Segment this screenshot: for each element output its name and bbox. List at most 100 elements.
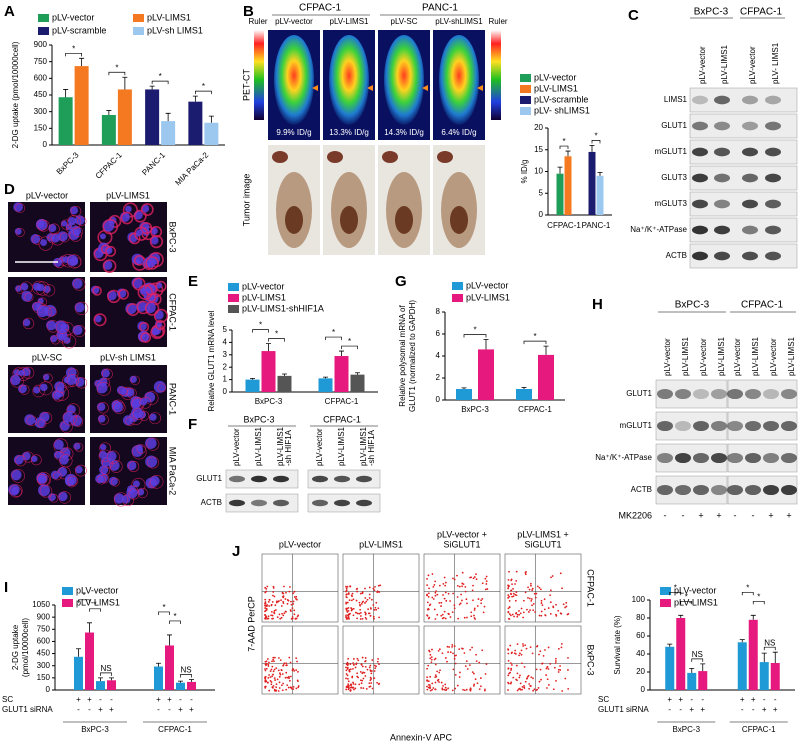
- flow-event: [355, 611, 358, 614]
- condition-sign: +: [189, 705, 194, 714]
- membrane-stain: [107, 289, 121, 304]
- flow-event: [365, 618, 368, 620]
- flow-event: [510, 589, 512, 592]
- lane-label: pLV-LIMS1: [254, 426, 263, 466]
- flow-event: [364, 613, 367, 616]
- flow-x-label: Annexin-V APC: [390, 732, 453, 742]
- flow-event: [345, 593, 348, 596]
- flow-event: [286, 676, 289, 679]
- blot-band: [693, 420, 709, 432]
- flow-event: [471, 671, 474, 674]
- flow-event: [560, 642, 563, 645]
- flow-event: [541, 604, 544, 607]
- flow-event: [429, 687, 431, 690]
- flow-event: [377, 658, 379, 660]
- flow-event: [282, 614, 285, 617]
- x-tick-label: BxPC-3: [255, 397, 283, 406]
- flow-event: [352, 682, 355, 685]
- flow-event: [295, 687, 298, 690]
- lane-label: pLV- LIMS1: [771, 42, 780, 84]
- flow-event: [357, 676, 360, 679]
- flow-event: [434, 663, 437, 666]
- blot-band: [657, 420, 673, 432]
- flow-event: [507, 674, 510, 677]
- flow-event: [286, 602, 289, 605]
- cell-nucleus: [58, 491, 68, 502]
- membrane-stain: [132, 407, 145, 420]
- flow-event: [273, 688, 276, 691]
- bar: [188, 101, 203, 145]
- flow-event: [376, 591, 379, 593]
- condition-label: pLV-vector: [279, 539, 321, 549]
- flow-event: [377, 683, 380, 686]
- flow-event: [289, 661, 292, 664]
- flow-event: [272, 587, 275, 589]
- flow-event: [428, 587, 430, 590]
- flow-event: [281, 612, 284, 615]
- flow-event: [429, 689, 432, 692]
- flow-event: [364, 597, 367, 599]
- flow-event: [443, 688, 446, 691]
- flow-event: [537, 687, 540, 689]
- significance-bracket: [691, 658, 704, 662]
- flow-event: [266, 658, 269, 660]
- x-tick-label: CFPAC-1: [158, 725, 192, 734]
- legend-label: pLV-sh LIMS1: [147, 25, 203, 35]
- flow-event: [524, 591, 527, 594]
- flow-event: [272, 658, 275, 661]
- bar: [665, 646, 675, 690]
- flow-event: [373, 670, 376, 672]
- flow-event: [515, 664, 518, 667]
- flow-event: [431, 688, 434, 691]
- flow-event: [484, 588, 487, 591]
- flow-event: [371, 687, 374, 690]
- flow-event: [294, 617, 297, 620]
- flow-event: [512, 592, 515, 595]
- flow-event: [281, 592, 284, 595]
- flow-event: [532, 677, 534, 680]
- flow-event: [426, 688, 429, 691]
- flow-event: [479, 677, 482, 679]
- lane-label: pLV-vector: [699, 338, 708, 376]
- flow-event: [360, 687, 363, 689]
- flow-event: [480, 599, 483, 602]
- condition-label: pLV-LIMS1: [359, 539, 403, 549]
- flow-event: [347, 610, 350, 612]
- flow-event: [346, 601, 349, 604]
- cell-nucleus: [22, 318, 31, 327]
- legend-swatch: [62, 587, 73, 595]
- row-label: LIMS1: [664, 95, 688, 104]
- membrane-stain: [97, 402, 109, 414]
- flow-event: [553, 666, 556, 669]
- significance-label: *: [259, 321, 262, 330]
- flow-event: [356, 672, 359, 675]
- lane-label: pLV-LIMS1: [337, 426, 346, 466]
- blot-band: [692, 121, 708, 131]
- flow-event: [543, 598, 546, 601]
- flow-event: [364, 660, 367, 662]
- flow-event: [559, 572, 562, 575]
- blot-band: [781, 452, 797, 464]
- flow-event: [378, 663, 380, 666]
- tumor-arrow: [422, 85, 428, 91]
- flow-event: [507, 652, 510, 655]
- bar: [145, 89, 160, 145]
- flow-event: [515, 580, 518, 582]
- flow-event: [372, 615, 375, 618]
- condition-label: GLUT1 siRNA: [2, 705, 53, 714]
- flow-event: [290, 600, 292, 603]
- flow-event: [426, 593, 428, 596]
- flow-event: [555, 679, 557, 682]
- error-bar: [761, 652, 767, 663]
- flow-event: [512, 595, 515, 598]
- blot-band: [742, 147, 758, 157]
- flow-event: [264, 607, 267, 609]
- flow-event: [514, 649, 517, 652]
- significance-label: *: [202, 82, 205, 91]
- excised-tumor: [272, 151, 288, 163]
- flow-event: [269, 679, 272, 682]
- legend-swatch: [62, 599, 73, 607]
- flow-event: [427, 680, 430, 683]
- y-tick-label: 80: [636, 613, 645, 622]
- flow-event: [507, 617, 510, 620]
